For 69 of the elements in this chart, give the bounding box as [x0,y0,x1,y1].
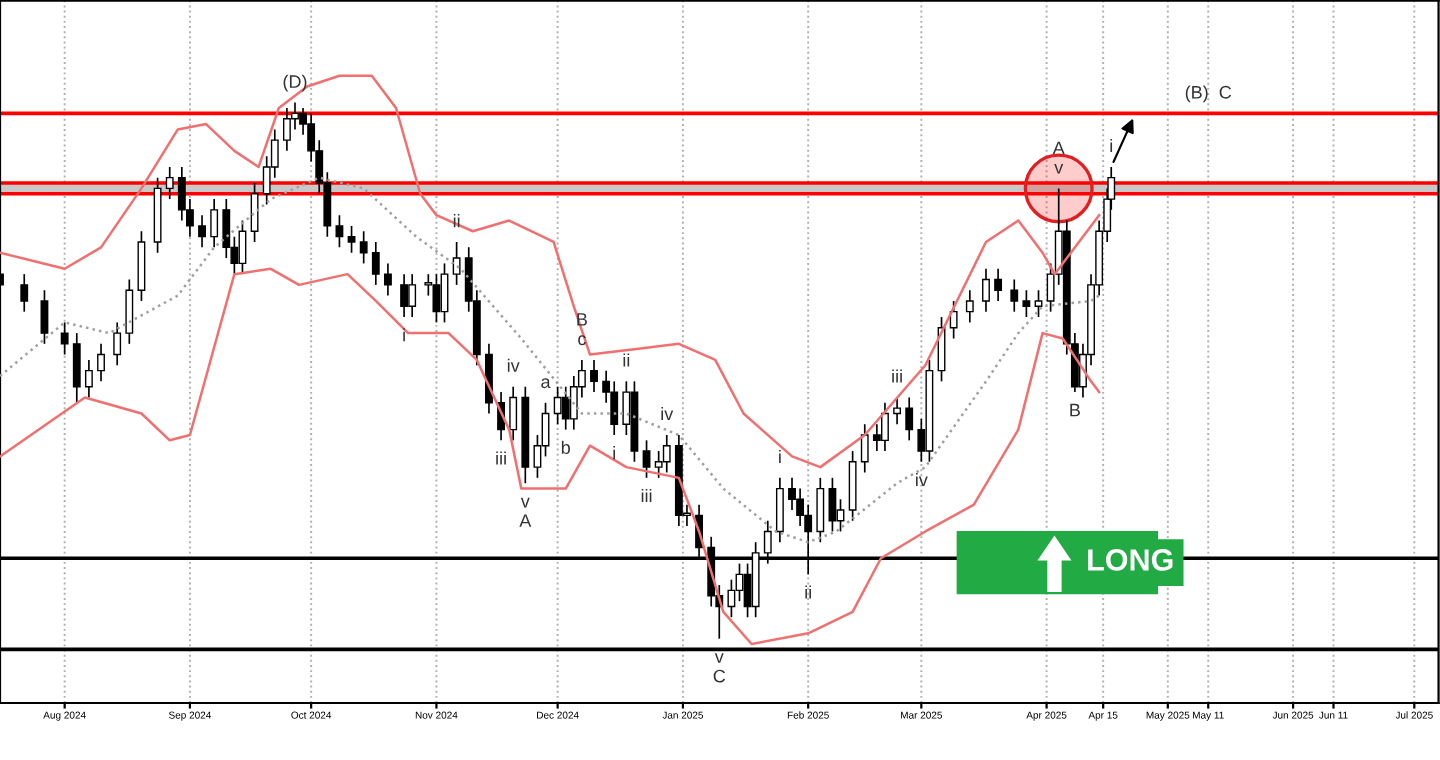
candlestick [561,385,570,431]
candlestick [509,385,518,442]
candlestick [125,278,134,345]
candlestick [113,321,122,367]
candlestick [347,225,356,254]
annotation: ii [623,353,630,367]
candlestick [893,396,902,426]
candlestick [40,289,49,345]
candlestick [222,198,231,259]
candlestick [1034,289,1043,318]
annotation: LONG [1088,549,1173,571]
candlestick [965,289,974,324]
candlestick [383,262,392,297]
candlestick [60,321,69,356]
annotation: v [714,653,724,663]
annotation: (D) [283,74,307,92]
annotation: iii [892,369,902,383]
annotation: v [1054,163,1064,174]
candlestick [553,385,562,426]
annotation: i [779,449,781,463]
annotation: iii [496,451,506,465]
candlestick [97,343,105,383]
annotation: v [520,497,530,508]
annotation: C [713,669,726,683]
candlestick [905,396,914,442]
candlestick [452,241,461,286]
annotation: iii [641,488,652,503]
candlestick [949,300,958,340]
annotation: (B) C [1185,85,1232,103]
candlestick [727,578,736,619]
candlestick [642,439,651,479]
candlestick [881,401,889,452]
candlestick [84,359,93,399]
candlestick [72,332,81,404]
candlestick [359,230,368,265]
candlestick [250,182,259,243]
candlestick [662,434,671,474]
candlestick [432,273,441,324]
annotation: i [403,328,405,342]
candlestick [860,423,869,474]
candlestick [408,273,417,318]
annotation: i [613,446,616,460]
annotation: iv [661,407,674,421]
candlestick [828,477,837,533]
annotation: ii [805,585,811,599]
candlestick [198,214,206,249]
candlestick [400,273,409,318]
candlestick [590,359,598,393]
candlestick [165,166,174,200]
annotation: A [519,514,532,527]
annotation: a [541,378,551,389]
candlestick [816,477,825,544]
annotation: A [1052,141,1065,155]
candlestick [1010,278,1019,313]
candlestick [440,262,449,324]
candlestick [20,273,29,313]
candlestick [994,267,1003,302]
annotation: iv [507,358,520,372]
annotation: B [1070,403,1080,417]
candlestick [282,107,291,152]
candlestick [982,267,990,313]
candlestick [210,198,219,249]
annotation: i [1110,139,1113,153]
annotation: iv [916,472,928,486]
candlestick [335,214,344,249]
annotation: b [561,440,570,454]
candlestick [775,477,784,544]
candlestick [371,241,380,286]
candlestick [1022,289,1031,318]
